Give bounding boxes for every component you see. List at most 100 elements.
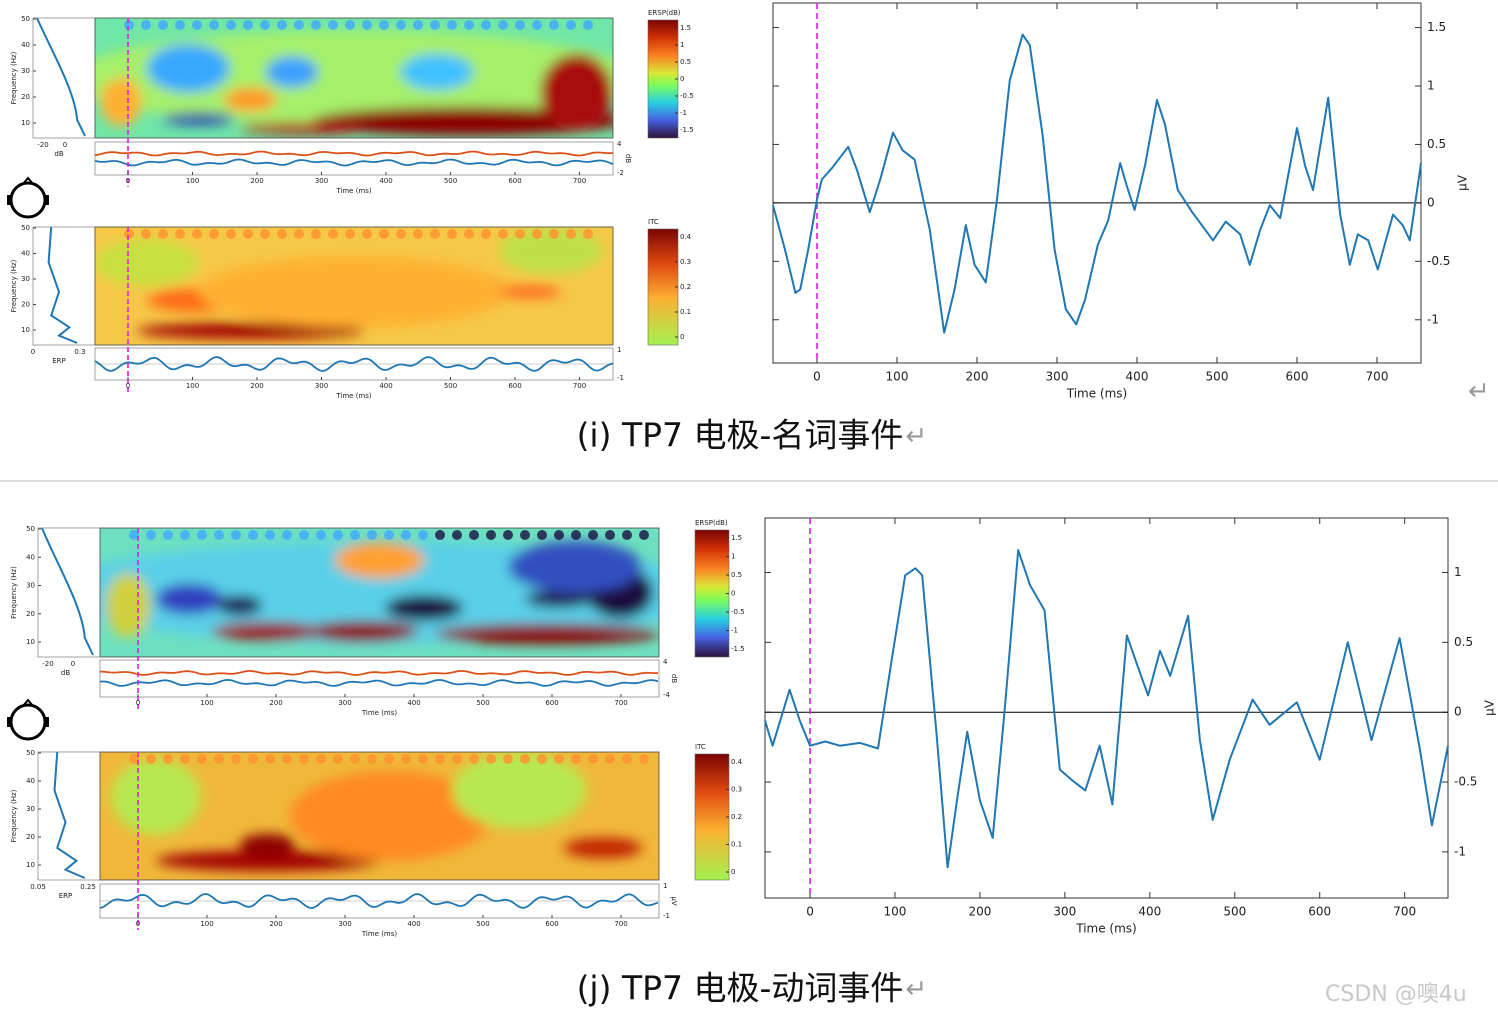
freq-tick-label: 40	[21, 250, 30, 258]
heatmap-dot	[277, 229, 287, 239]
heatmap-dot	[345, 20, 355, 30]
heatmap-dot	[294, 229, 304, 239]
head-nose	[22, 698, 34, 707]
heatmap-dot	[226, 20, 236, 30]
time-tick-label: 300	[315, 382, 328, 390]
time-tick-label: 200	[250, 382, 263, 390]
x-tick-label: 200	[966, 370, 989, 384]
strip-tick-label: 1	[617, 346, 621, 354]
y-tick-label: -1	[1454, 844, 1466, 858]
side-plot-curve	[36, 17, 86, 137]
head-ear	[45, 717, 49, 727]
time-tick-label: 600	[545, 699, 558, 707]
time-tick-label: 400	[407, 699, 420, 707]
heatmap	[100, 528, 659, 657]
figure-caption: (j) TP7 电极-动词事件	[577, 969, 904, 1008]
heatmap-dot	[333, 530, 343, 540]
heatmap-dot	[498, 20, 508, 30]
heatmap-blob	[508, 540, 643, 593]
heatmap-dot	[226, 229, 236, 239]
erp-line	[772, 33, 1422, 334]
plot-frame	[772, 2, 1422, 364]
time-tick-label: 500	[444, 382, 457, 390]
colorbar-tick-label: 1	[731, 553, 735, 561]
heatmap-dot	[481, 229, 491, 239]
x-tick-label: 700	[1366, 370, 1389, 384]
heatmap-dot	[362, 20, 372, 30]
freq-tick-label: 20	[26, 610, 35, 618]
time-tick-label: 300	[338, 920, 351, 928]
side-plot-frame	[32, 17, 96, 139]
colorbar-title: ITC	[695, 743, 706, 751]
heatmap-dot	[469, 754, 479, 764]
heatmap-dot	[282, 754, 292, 764]
colorbar-tick-label: 0.2	[680, 283, 691, 291]
heatmap-dot	[141, 229, 151, 239]
heatmap-blob	[385, 595, 464, 621]
heatmap-dot	[418, 754, 428, 764]
x-tick-label: 0	[813, 370, 821, 384]
time-tick-label: 400	[379, 177, 392, 185]
watermark: CSDN @噢4u	[1325, 982, 1467, 1007]
strip-frame	[99, 659, 660, 698]
time-tick-label: 400	[407, 920, 420, 928]
freq-tick-label: 40	[21, 41, 30, 49]
heatmap-dot	[209, 20, 219, 30]
colorbar-tick-label: -1	[680, 109, 687, 117]
freq-tick-label: 10	[21, 119, 30, 127]
heatmap-dot	[180, 530, 190, 540]
heatmap-dot	[447, 229, 457, 239]
freq-tick-label: 50	[21, 15, 30, 23]
head-ear	[7, 195, 11, 205]
colorbar-tick-label: -1.5	[731, 645, 745, 653]
heatmap-dot	[158, 229, 168, 239]
side-tick-label: 0	[31, 348, 35, 356]
heatmap-blob	[95, 30, 613, 126]
colorbar-tick-label: 0	[680, 75, 684, 83]
heatmap-dot	[469, 530, 479, 540]
heatmap-dot	[243, 229, 253, 239]
heatmap-blob	[265, 56, 318, 88]
time-tick-label: 700	[573, 177, 586, 185]
heatmap-blob	[211, 622, 324, 641]
colorbar-tick-label: 0.1	[731, 841, 742, 849]
time-tick-label: 500	[476, 699, 489, 707]
heatmap-dot	[464, 229, 474, 239]
time-tick-label: 0	[126, 382, 130, 390]
heatmap-dot	[401, 530, 411, 540]
heatmap-dot	[282, 530, 292, 540]
y-tick-label: 0.5	[1427, 137, 1446, 151]
y-axis-label: μV	[1483, 699, 1497, 716]
side-plot-frame	[37, 751, 101, 881]
freq-tick-label: 40	[26, 777, 35, 785]
heatmap-dot	[350, 530, 360, 540]
heatmap-dot	[129, 754, 139, 764]
x-tick-label: 500	[1206, 370, 1229, 384]
colorbar	[694, 529, 730, 658]
heatmap-dot	[418, 530, 428, 540]
heatmap-dot	[146, 530, 156, 540]
heatmap-blob	[111, 758, 201, 836]
strip-tick-label: -1	[663, 912, 670, 920]
colorbar-tick-label: 0	[731, 590, 735, 598]
time-tick-label: 100	[200, 699, 213, 707]
heatmap-dot	[367, 530, 377, 540]
heatmap-dot	[566, 20, 576, 30]
heatmap-dot	[192, 229, 202, 239]
heatmap-dot	[605, 754, 615, 764]
time-tick-label: 400	[379, 382, 392, 390]
heatmap-dot	[384, 754, 394, 764]
x-tick-label: 400	[1126, 370, 1149, 384]
heatmap-blob	[499, 227, 603, 275]
side-axis-label: dB	[54, 150, 63, 158]
y-tick-label: 0	[1454, 705, 1462, 719]
strip-unit: μV	[670, 896, 678, 905]
heatmap-dot	[413, 229, 423, 239]
freq-axis-label: Frequency (Hz)	[10, 789, 18, 842]
heatmap-blob	[239, 833, 296, 855]
heatmap-blobs	[111, 752, 643, 872]
return-mark: ↵	[1468, 377, 1490, 407]
x-tick-label: 200	[968, 905, 991, 919]
heatmap-blob	[540, 54, 613, 131]
